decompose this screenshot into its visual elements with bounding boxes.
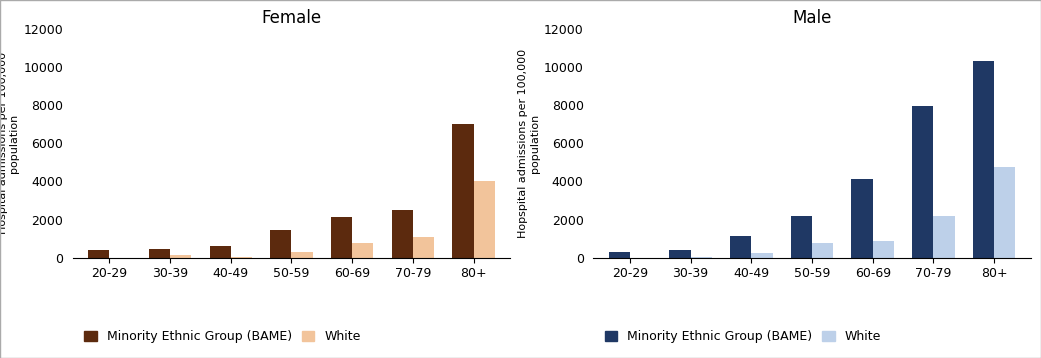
Bar bbox=[912, 106, 934, 258]
Bar bbox=[453, 124, 474, 258]
Bar bbox=[973, 61, 994, 258]
Bar bbox=[331, 217, 352, 258]
Y-axis label: Hospital admissions per 100,000
population: Hospital admissions per 100,000 populati… bbox=[0, 52, 19, 234]
Bar bbox=[474, 182, 494, 258]
Bar bbox=[88, 250, 109, 258]
Legend: Minority Ethnic Group (BAME), White: Minority Ethnic Group (BAME), White bbox=[600, 325, 886, 348]
Y-axis label: Hopspital admissions per 100,000
population: Hopspital admissions per 100,000 populat… bbox=[518, 49, 539, 238]
Bar bbox=[231, 257, 252, 258]
Bar bbox=[170, 255, 192, 258]
Bar bbox=[271, 230, 291, 258]
Bar bbox=[669, 250, 690, 258]
Bar bbox=[730, 236, 752, 258]
Bar bbox=[209, 246, 231, 258]
Bar bbox=[149, 249, 170, 258]
Legend: Minority Ethnic Group (BAME), White: Minority Ethnic Group (BAME), White bbox=[79, 325, 365, 348]
Bar bbox=[391, 210, 413, 258]
Bar bbox=[812, 243, 833, 258]
Bar bbox=[413, 237, 434, 258]
Bar bbox=[994, 167, 1015, 258]
Bar bbox=[852, 179, 872, 258]
Bar bbox=[791, 216, 812, 258]
Bar bbox=[752, 253, 772, 258]
Bar bbox=[872, 241, 894, 258]
Title: Female: Female bbox=[261, 9, 322, 27]
Title: Male: Male bbox=[792, 9, 832, 27]
Bar bbox=[352, 243, 374, 258]
Bar bbox=[609, 252, 630, 258]
Bar bbox=[690, 257, 712, 258]
Bar bbox=[291, 252, 312, 258]
Bar bbox=[934, 216, 955, 258]
